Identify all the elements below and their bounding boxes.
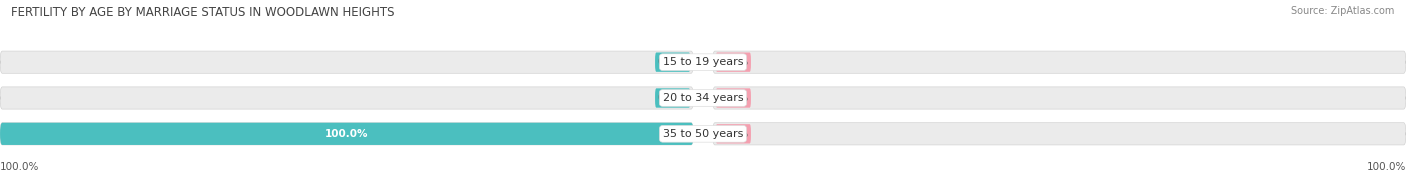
Text: 0.0%: 0.0% [723,57,748,67]
FancyBboxPatch shape [716,53,751,72]
Text: 0.0%: 0.0% [723,129,748,139]
Text: 0.0%: 0.0% [658,57,683,67]
FancyBboxPatch shape [655,124,690,143]
Text: 20 to 34 years: 20 to 34 years [662,93,744,103]
FancyBboxPatch shape [0,51,693,73]
FancyBboxPatch shape [713,87,1406,109]
Text: 0.0%: 0.0% [658,93,683,103]
Text: 100.0%: 100.0% [0,162,39,172]
FancyBboxPatch shape [713,51,1406,73]
Text: Source: ZipAtlas.com: Source: ZipAtlas.com [1291,6,1395,16]
Text: FERTILITY BY AGE BY MARRIAGE STATUS IN WOODLAWN HEIGHTS: FERTILITY BY AGE BY MARRIAGE STATUS IN W… [11,6,395,19]
FancyBboxPatch shape [716,124,751,143]
Text: 15 to 19 years: 15 to 19 years [662,57,744,67]
FancyBboxPatch shape [655,88,690,108]
FancyBboxPatch shape [716,88,751,108]
FancyBboxPatch shape [0,123,693,145]
Text: 35 to 50 years: 35 to 50 years [662,129,744,139]
FancyBboxPatch shape [0,123,693,145]
FancyBboxPatch shape [0,87,693,109]
Text: 0.0%: 0.0% [723,93,748,103]
FancyBboxPatch shape [655,53,690,72]
Text: 100.0%: 100.0% [325,129,368,139]
FancyBboxPatch shape [713,123,1406,145]
Text: 100.0%: 100.0% [1367,162,1406,172]
